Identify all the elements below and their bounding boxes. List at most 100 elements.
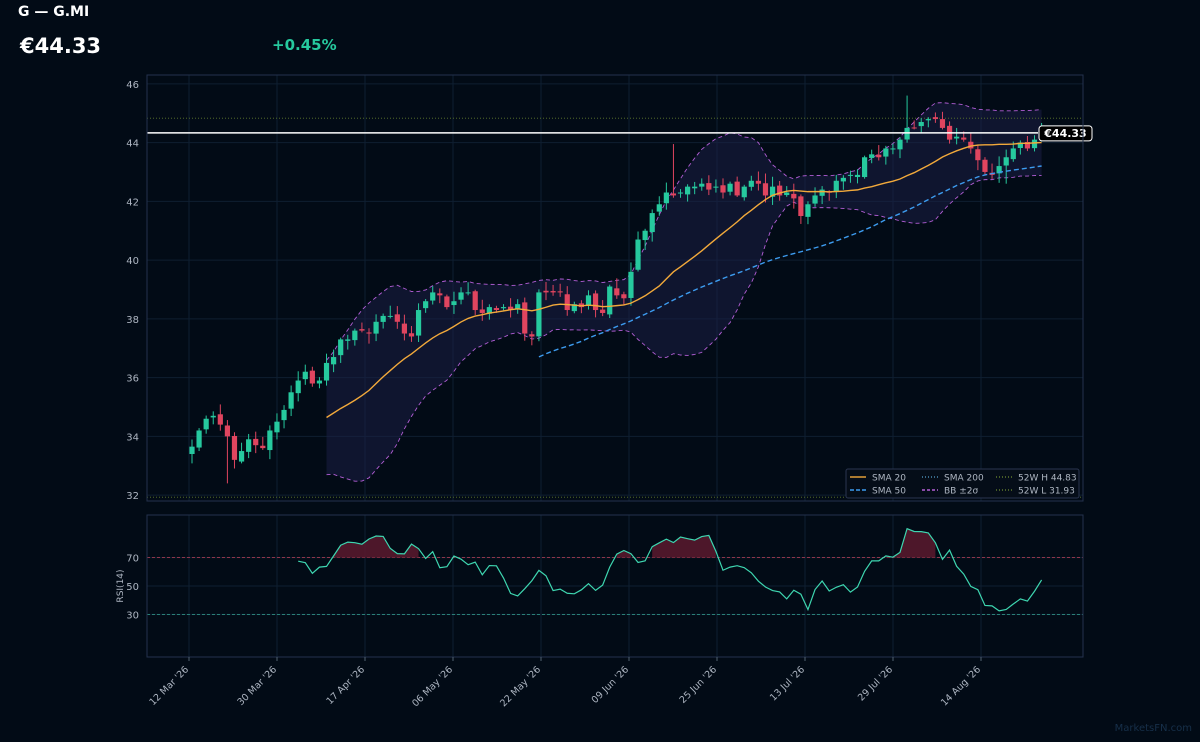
candle (911, 127, 917, 129)
candle (536, 292, 542, 337)
x-tick-label: 17 Apr '26 (325, 664, 368, 707)
bollinger-band-area (326, 102, 1042, 482)
candle (231, 435, 238, 460)
candle (380, 315, 386, 322)
candle (748, 180, 754, 187)
candle (798, 196, 804, 217)
legend-52w-low: 52W L 31.93 (1018, 487, 1075, 497)
candle (585, 295, 592, 306)
rsi-grid (147, 515, 1083, 657)
candle (777, 185, 783, 196)
candle (819, 189, 825, 196)
candle (600, 309, 606, 313)
candle (493, 308, 500, 311)
candle (677, 192, 684, 194)
candle (642, 230, 648, 241)
rsi-overbought-fill (333, 536, 419, 558)
candle (840, 177, 846, 182)
candle (557, 291, 563, 293)
price-tick-label: 32 (126, 491, 139, 502)
candle (267, 430, 273, 451)
candle (458, 292, 464, 300)
candle (1024, 141, 1031, 149)
candle (656, 204, 662, 212)
candle (833, 180, 839, 191)
legend-52w-high: 52W H 44.83 (1018, 474, 1077, 484)
candle (741, 186, 747, 198)
x-tick-label: 13 Jul '26 (768, 664, 807, 703)
legend-sma50: SMA 50 (872, 487, 906, 497)
candle (706, 183, 712, 190)
last-price-tag (1038, 125, 1093, 142)
watermark: MarketsFN.com (1114, 723, 1192, 734)
candle (847, 174, 854, 176)
candle (359, 329, 365, 331)
rsi-axis-label: RSI(14) (116, 569, 126, 602)
candle (479, 309, 485, 313)
candle (883, 148, 889, 157)
candle (500, 307, 507, 309)
candle (621, 294, 627, 299)
legend-sma20: SMA 20 (872, 474, 906, 484)
candle (628, 271, 634, 298)
x-tick-label: 06 May '26 (410, 664, 455, 709)
candle (401, 323, 407, 334)
rsi-overbought-fill (885, 528, 936, 558)
candle (224, 425, 230, 437)
sma20-line (326, 141, 1042, 419)
candle (713, 186, 719, 188)
candle (961, 137, 967, 140)
candle (288, 392, 294, 409)
x-tick-label: 22 May '26 (498, 664, 543, 709)
candle (734, 181, 740, 196)
candle (932, 117, 938, 120)
x-tick-label: 09 Jun '26 (590, 664, 631, 705)
candle (486, 307, 492, 314)
candle (281, 409, 287, 421)
price-tick-label: 40 (126, 256, 139, 267)
sma50-line (538, 165, 1042, 358)
x-tick-label: 12 Mar '26 (147, 664, 191, 708)
candle (550, 291, 556, 293)
rsi-tick-label: 70 (126, 554, 139, 565)
candle (260, 445, 266, 449)
candle (238, 451, 245, 462)
candle (352, 330, 358, 341)
current-price: €44.33 (20, 34, 102, 58)
last-price-label: €44.33 (1043, 127, 1086, 140)
candle (515, 304, 521, 309)
candle (451, 301, 457, 306)
candle (189, 446, 195, 454)
candle (415, 310, 422, 336)
candle (373, 321, 379, 334)
price-tick-label: 36 (126, 374, 139, 385)
candle (854, 174, 861, 178)
candle (791, 193, 797, 199)
candle (522, 302, 528, 334)
candle (295, 380, 301, 394)
candle (607, 286, 613, 315)
candle (246, 439, 252, 452)
candle (564, 294, 570, 311)
candle (444, 296, 450, 308)
rsi-overbought-fill (652, 535, 716, 558)
candle (472, 291, 478, 311)
candle (309, 370, 315, 384)
candle (338, 339, 344, 356)
candle (366, 332, 372, 334)
candle (939, 119, 946, 128)
candle (918, 122, 924, 127)
candle (331, 357, 337, 365)
candle (897, 139, 903, 150)
rsi-tick-label: 30 (126, 610, 139, 621)
candle (394, 314, 400, 322)
bollinger-lower (326, 175, 1042, 482)
candle (692, 186, 698, 189)
candle (784, 192, 790, 196)
candle (996, 166, 1002, 174)
bollinger-upper (326, 102, 1042, 361)
candle (1031, 139, 1038, 149)
candle (592, 293, 599, 311)
price-tick-label: 46 (126, 80, 139, 91)
